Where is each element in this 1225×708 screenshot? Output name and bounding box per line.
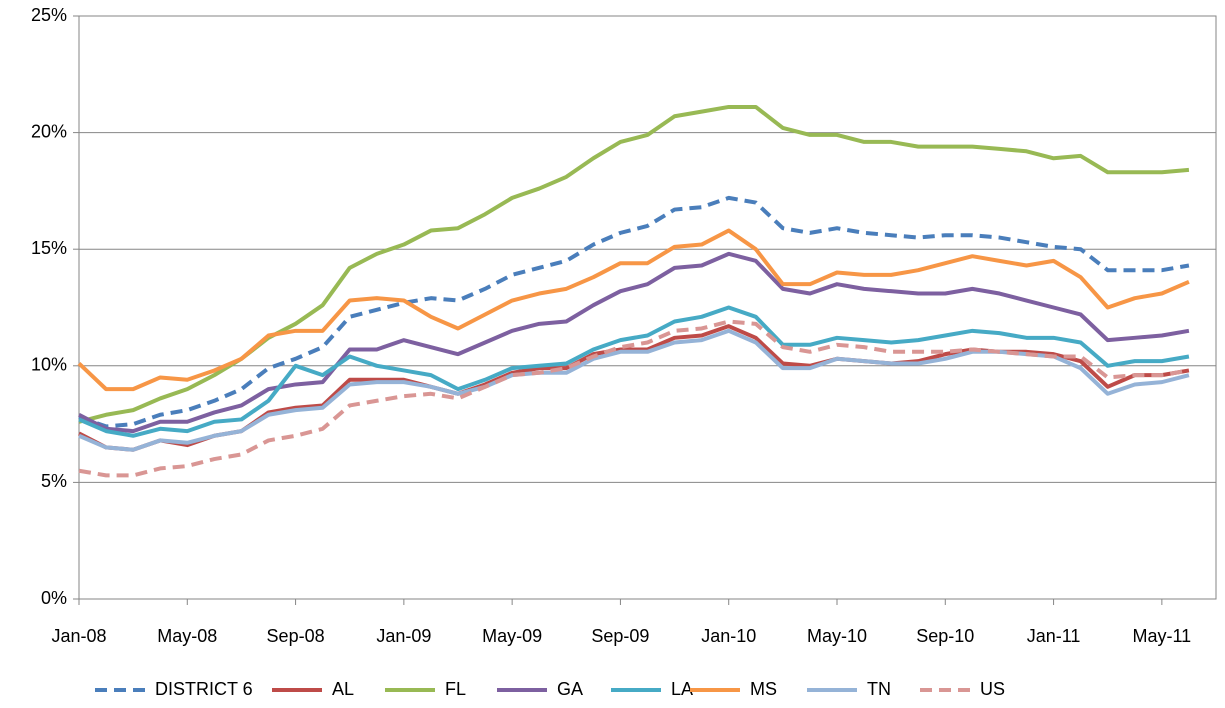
series-line [78, 251, 1190, 434]
plot-border [78, 15, 1217, 600]
series-line [78, 305, 1190, 438]
legend-label: LA [671, 679, 693, 699]
y-tick-label: 15% [31, 238, 67, 258]
x-tick-label: May-11 [1133, 626, 1192, 646]
y-tick-label: 10% [31, 355, 67, 375]
x-tick-label: Sep-09 [591, 626, 649, 646]
legend-label: US [980, 679, 1005, 699]
legend-label: DISTRICT 6 [155, 679, 253, 699]
legend-label: FL [445, 679, 466, 699]
series-line [78, 319, 1190, 478]
series-line [78, 195, 1190, 429]
series-line [77, 228, 1190, 392]
y-tick-label: 0% [41, 588, 67, 608]
y-tick-label: 5% [41, 471, 67, 491]
legend-label: TN [867, 679, 891, 699]
x-tick-label: Jan-10 [701, 626, 756, 646]
y-tick-label: 20% [31, 121, 67, 141]
x-tick-label: May-09 [482, 626, 542, 646]
x-tick-label: Jan-08 [51, 626, 106, 646]
legend-label: MS [750, 679, 777, 699]
series-line [78, 328, 1190, 452]
x-tick-label: May-08 [157, 626, 217, 646]
legend-label: GA [557, 679, 583, 699]
x-tick-label: Sep-10 [916, 626, 974, 646]
y-tick-label: 25% [31, 5, 67, 25]
x-tick-label: Jan-09 [376, 626, 431, 646]
legend-label: AL [332, 679, 354, 699]
x-tick-label: Jan-11 [1027, 626, 1081, 646]
x-tick-label: May-10 [807, 626, 867, 646]
x-tick-label: Sep-08 [267, 626, 325, 646]
